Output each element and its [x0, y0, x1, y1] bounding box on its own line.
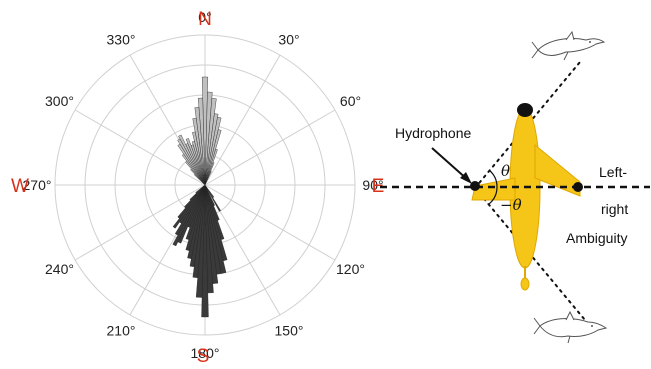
grid-spoke: [74, 184, 206, 261]
neg-theta-arc: [488, 186, 498, 205]
degree-label: 180°: [191, 345, 220, 361]
cardinal-west: W: [11, 176, 29, 197]
rose-bar: [201, 184, 209, 318]
degree-label: 90°: [362, 177, 383, 193]
degree-labels: 0° 30° 60° 90° 120° 150° 180° 210° 240° 270° 300° 3…: [23, 9, 384, 361]
degree-label: 210°: [107, 323, 136, 339]
degree-label: 150°: [275, 323, 304, 339]
rose-bar: [204, 184, 221, 212]
left-right-label-2: right: [601, 201, 628, 217]
dolphin-icon: [531, 30, 606, 61]
theta-label: θ: [501, 162, 510, 180]
ambiguity-label: Ambiguity: [566, 230, 627, 246]
degree-label: 60°: [340, 93, 361, 109]
degree-label: 120°: [336, 261, 365, 277]
cardinal-south: S: [197, 346, 210, 367]
vehicle-icon: [471, 103, 581, 291]
cardinal-east: E: [372, 176, 385, 197]
rose-bar: [204, 184, 215, 207]
rose-bar: [172, 184, 206, 229]
degree-label: 240°: [45, 261, 74, 277]
vehicle-tail-fin: [520, 277, 530, 291]
grid-spoke: [204, 54, 281, 186]
degree-label: 300°: [45, 93, 74, 109]
degree-label: 330°: [107, 32, 136, 48]
rose-bar: [193, 173, 206, 186]
left-right-ambiguity-diagram: θ −θ Hydrophone Left- right Ambiguity: [380, 30, 650, 344]
bearing-line-upper: [474, 61, 581, 189]
degree-label: 270°: [23, 177, 52, 193]
light-bars: [177, 76, 222, 186]
grid-spoke: [204, 109, 336, 186]
theta-arc: [488, 169, 498, 188]
dark-bars: [172, 184, 228, 318]
rose-bar: [201, 76, 209, 186]
left-right-label-1: Left-: [599, 164, 627, 180]
rose-bar: [189, 184, 206, 201]
grid-spoke: [74, 109, 206, 186]
hydrophone-right: [573, 182, 583, 192]
degree-label: 0°: [198, 9, 211, 25]
degree-label: 30°: [278, 32, 299, 48]
hydrophone-arrow: [431, 147, 469, 181]
dolphin-icon: [533, 310, 608, 344]
rose-bar: [204, 184, 215, 198]
vehicle-right-wing: [534, 143, 581, 197]
rose-bar: [204, 170, 212, 186]
rose-bar: [195, 184, 206, 194]
polar-rose-plot: 0° 30° 60° 90° 120° 150° 180° 210° 240° 270° 300° 3…: [11, 9, 384, 367]
cardinal-north: N: [198, 9, 212, 30]
hydrophone-left: [470, 181, 480, 191]
neg-theta-label: −θ: [500, 196, 522, 214]
vehicle-nose-sensor: [517, 103, 533, 117]
rose-bar: [177, 184, 206, 219]
grid-spoke: [204, 184, 336, 261]
hydrophone-label: Hydrophone: [395, 125, 471, 141]
vehicle-left-wing: [471, 177, 516, 201]
hydrophone-arrowhead: [460, 172, 472, 184]
